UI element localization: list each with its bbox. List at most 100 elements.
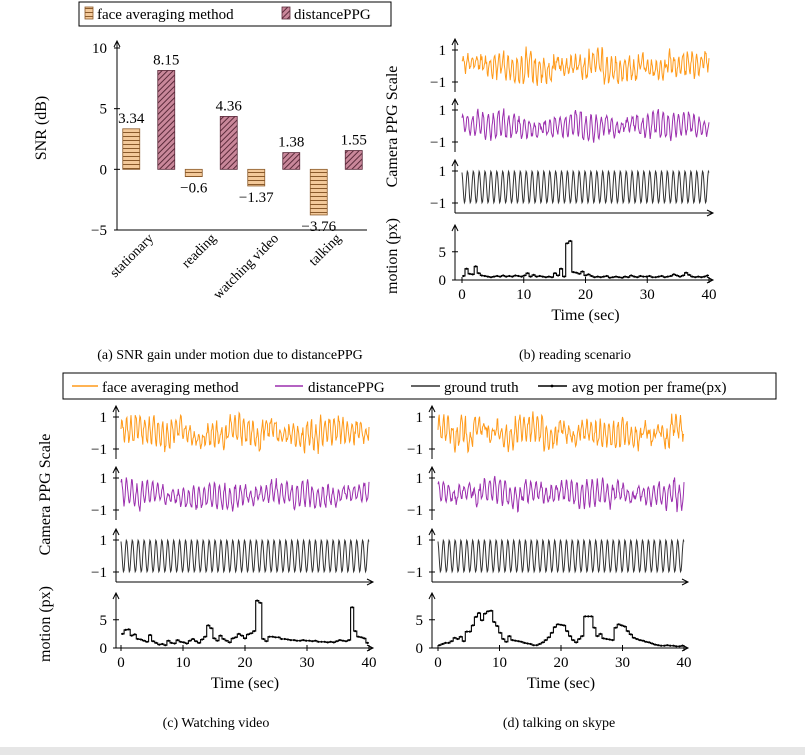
motion-point <box>496 274 499 278</box>
motion-point <box>243 637 247 640</box>
motion-point <box>283 637 286 641</box>
motion-point <box>508 274 511 278</box>
legend-main-face: face averaging method <box>102 380 239 396</box>
motion-point <box>620 624 623 627</box>
motion-point <box>489 276 493 279</box>
motion-point <box>556 623 560 626</box>
motion-point <box>490 609 493 612</box>
motion-point <box>441 642 444 646</box>
motion-point <box>152 640 155 643</box>
motion-point <box>605 637 608 641</box>
motion-point <box>553 272 557 275</box>
motion-point <box>590 615 593 618</box>
y-axis-arrow <box>428 404 436 413</box>
motion-point <box>164 644 167 647</box>
motion-point <box>550 276 554 279</box>
motion-point <box>547 636 551 639</box>
motion-point <box>338 639 341 642</box>
motion-point <box>611 276 615 279</box>
motion-point <box>477 611 481 615</box>
x-axis-label: Time (sec) <box>527 675 595 692</box>
motion-point <box>587 615 590 618</box>
motion-point <box>341 639 345 642</box>
y-tick-label: 1 <box>439 43 447 59</box>
motion-point <box>502 637 505 641</box>
motion-point <box>691 275 694 278</box>
x-tick-label: 0 <box>458 287 466 303</box>
legend-main: face averaging method distancePPG ground… <box>62 372 777 400</box>
caption-d: (d) talking on skype <box>503 716 615 731</box>
y-axis-label-ppg: Camera PPG Scale <box>384 66 401 188</box>
motion-point <box>228 641 231 644</box>
motion-point <box>462 640 465 643</box>
motion-point <box>547 275 551 278</box>
motion-point <box>663 276 666 279</box>
motion-point <box>599 276 602 279</box>
motion-point <box>700 276 703 279</box>
motion-point <box>654 643 657 646</box>
data-label: 1.55 <box>341 133 367 149</box>
x-tick-label: 20 <box>238 655 253 671</box>
series-line-distance <box>437 475 685 513</box>
motion-point <box>149 633 152 637</box>
x-axis-arrow <box>366 578 375 586</box>
y-axis-arrow <box>451 37 459 46</box>
motion-point <box>614 275 618 278</box>
motion-point <box>450 640 453 643</box>
motion-point <box>611 639 614 642</box>
legend-label-distance: distancePPG <box>294 7 371 23</box>
motion-point <box>191 637 195 641</box>
motion-point <box>139 638 142 641</box>
legend-label-face: face averaging method <box>97 7 234 23</box>
motion-point <box>666 644 669 647</box>
motion-point <box>572 271 575 274</box>
legend-swatch-face <box>84 6 94 20</box>
motion-point <box>484 612 487 615</box>
motion-point <box>557 274 560 277</box>
motion-point <box>326 641 329 644</box>
motion-point <box>265 640 268 643</box>
motion-point <box>520 275 523 278</box>
y-tick-label: 1 <box>416 471 424 487</box>
motion-point <box>682 274 685 277</box>
motion-point <box>642 275 645 278</box>
motion-point <box>459 635 462 638</box>
motion-point <box>210 627 213 630</box>
motion-point <box>499 631 502 634</box>
motion-point <box>311 640 314 643</box>
motion-point <box>222 637 225 641</box>
y-tick-label: −1 <box>407 565 423 581</box>
y-tick-label: −1 <box>430 135 446 151</box>
motion-point <box>593 276 596 279</box>
motion-point <box>351 606 354 609</box>
motion-point <box>581 635 584 638</box>
bar-face-reading <box>184 168 203 178</box>
motion-y-tick-label: 5 <box>100 613 108 629</box>
motion-point <box>462 274 465 278</box>
motion-point <box>207 624 210 627</box>
motion-point <box>663 644 666 647</box>
series-line-truth <box>461 169 710 205</box>
motion-point <box>608 276 612 279</box>
motion-point <box>566 242 569 245</box>
caption-c: (c) Watching video <box>163 716 270 731</box>
motion-point <box>566 630 569 633</box>
x-tick-label: 40 <box>362 655 377 671</box>
motion-point <box>672 273 676 276</box>
motion-point <box>444 641 447 645</box>
motion-point <box>596 635 599 638</box>
motion-point <box>645 275 648 278</box>
motion-point <box>253 630 256 633</box>
motion-point <box>250 632 253 635</box>
motion-point <box>651 276 654 279</box>
motion-point <box>514 639 517 642</box>
motion-point <box>617 276 621 279</box>
motion-point <box>578 637 581 641</box>
motion-point <box>505 275 508 278</box>
x-tick-label-reading: reading <box>179 231 219 271</box>
motion-point <box>468 272 471 275</box>
motion-point <box>185 642 188 645</box>
snr-bar-chart: face averaging method distancePPG −5 0 5 10… <box>33 1 392 303</box>
motion-step-line <box>438 610 684 647</box>
motion-point <box>517 640 520 643</box>
